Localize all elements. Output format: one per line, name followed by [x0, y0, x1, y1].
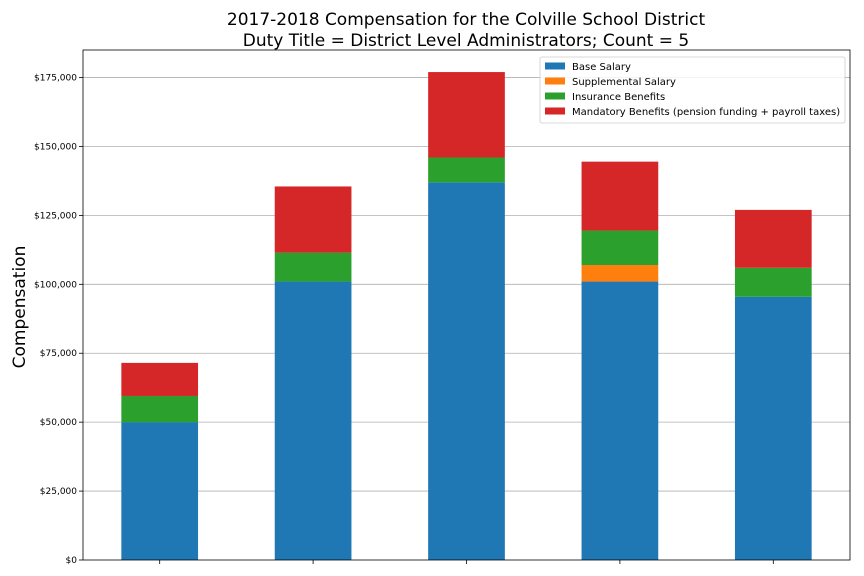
bar-segment-3-3	[581, 161, 659, 231]
bar-segment-3-4	[734, 209, 812, 268]
bar-segment-3-2	[428, 72, 505, 158]
bar-segment-2-1	[274, 252, 352, 282]
y-tick-label: $100,000	[34, 280, 77, 290]
y-tick-label: $0	[66, 556, 78, 566]
y-tick-label: $75,000	[40, 349, 77, 359]
bar-segment-2-2	[428, 157, 505, 183]
y-tick-label: $25,000	[40, 487, 77, 497]
bar-segment-2-0	[121, 395, 199, 423]
y-tick-label: $50,000	[40, 418, 77, 428]
bar-segment-2-4	[734, 267, 812, 297]
legend-swatch-3	[545, 107, 565, 115]
plot-area: $0 $25,000 $50,000 $75,000 $100,000 $125,000 $…	[34, 49, 851, 566]
legend-label-1: Supplemental Salary	[572, 77, 676, 88]
y-tick-label: $150,000	[34, 142, 77, 152]
legend-box	[539, 56, 846, 124]
bar-segment-0-4	[734, 296, 812, 560]
bar-segment-0-1	[274, 281, 352, 560]
bar-segment-0-3	[581, 281, 659, 560]
y-tick-label: $175,000	[34, 74, 77, 84]
legend-swatch-2	[545, 92, 565, 100]
plot-frame	[82, 49, 851, 561]
legend-label-0: Base Salary	[572, 62, 631, 73]
chart-subtitle: Duty Title = District Level Administrato…	[243, 31, 689, 51]
y-tick-label: $125,000	[34, 211, 77, 221]
legend-label-3: Mandatory Benefits (pension funding + pa…	[572, 107, 840, 118]
chart-title: 2017-2018 Compensation for the Colville …	[227, 10, 706, 30]
legend: Base Salary Supplemental Salary Insurance …	[539, 56, 846, 124]
legend-swatch-1	[545, 77, 565, 85]
bar-segment-0-2	[428, 182, 505, 560]
legend-label-2: Insurance Benefits	[572, 92, 665, 103]
bar-segment-0-0	[121, 422, 199, 560]
bar-segment-2-3	[581, 230, 659, 266]
bar-segment-1-3	[581, 265, 659, 282]
bar-segment-3-1	[274, 186, 352, 253]
bar-segment-3-0	[121, 362, 199, 396]
legend-swatch-0	[545, 62, 565, 70]
y-axis-label: Compensation	[10, 246, 30, 369]
